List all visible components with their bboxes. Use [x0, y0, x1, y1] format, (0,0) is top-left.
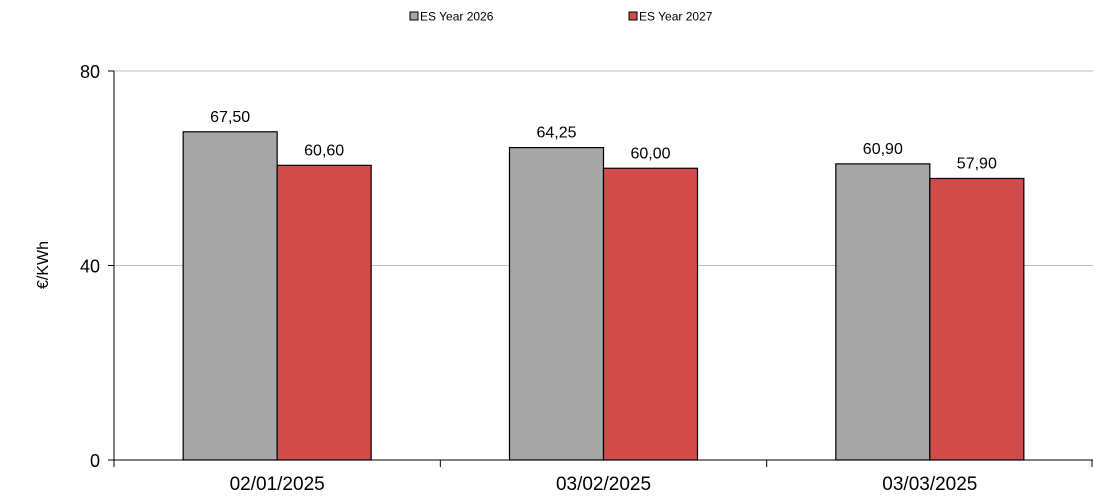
labels: 02/01/2025 67,50 60,60 03/02/2025 64,25 60,00…	[210, 109, 997, 495]
legend: ES Year 2026 ES Year 2027	[409, 10, 713, 24]
bar	[929, 177, 1025, 461]
bars	[182, 131, 1025, 461]
y-tick-label: 80	[80, 62, 100, 82]
bar	[276, 164, 372, 461]
x-tick-label: 03/02/2025	[556, 474, 651, 495]
data-label: 67,50	[210, 109, 250, 126]
legend-label: ES Year 2027	[639, 10, 713, 24]
data-label: 64,25	[536, 125, 576, 142]
data-label: 60,00	[630, 145, 670, 162]
data-label: 60,90	[863, 141, 903, 158]
bar	[182, 131, 278, 461]
legend-swatch	[628, 11, 638, 21]
y-tick-label: 0	[90, 451, 100, 471]
axes: 0 40 80	[80, 62, 1093, 471]
legend-swatch	[409, 11, 419, 21]
bar	[602, 167, 699, 461]
data-label: 57,90	[957, 155, 997, 172]
data-label: 60,60	[304, 142, 344, 159]
legend-label: ES Year 2026	[420, 10, 494, 24]
bar	[508, 146, 605, 461]
y-tick-label: 40	[80, 257, 100, 277]
x-tick-label: 02/01/2025	[230, 474, 325, 495]
y-axis-title: €/KWh	[35, 241, 52, 289]
bar	[835, 163, 931, 461]
x-tick-label: 03/03/2025	[882, 474, 977, 495]
